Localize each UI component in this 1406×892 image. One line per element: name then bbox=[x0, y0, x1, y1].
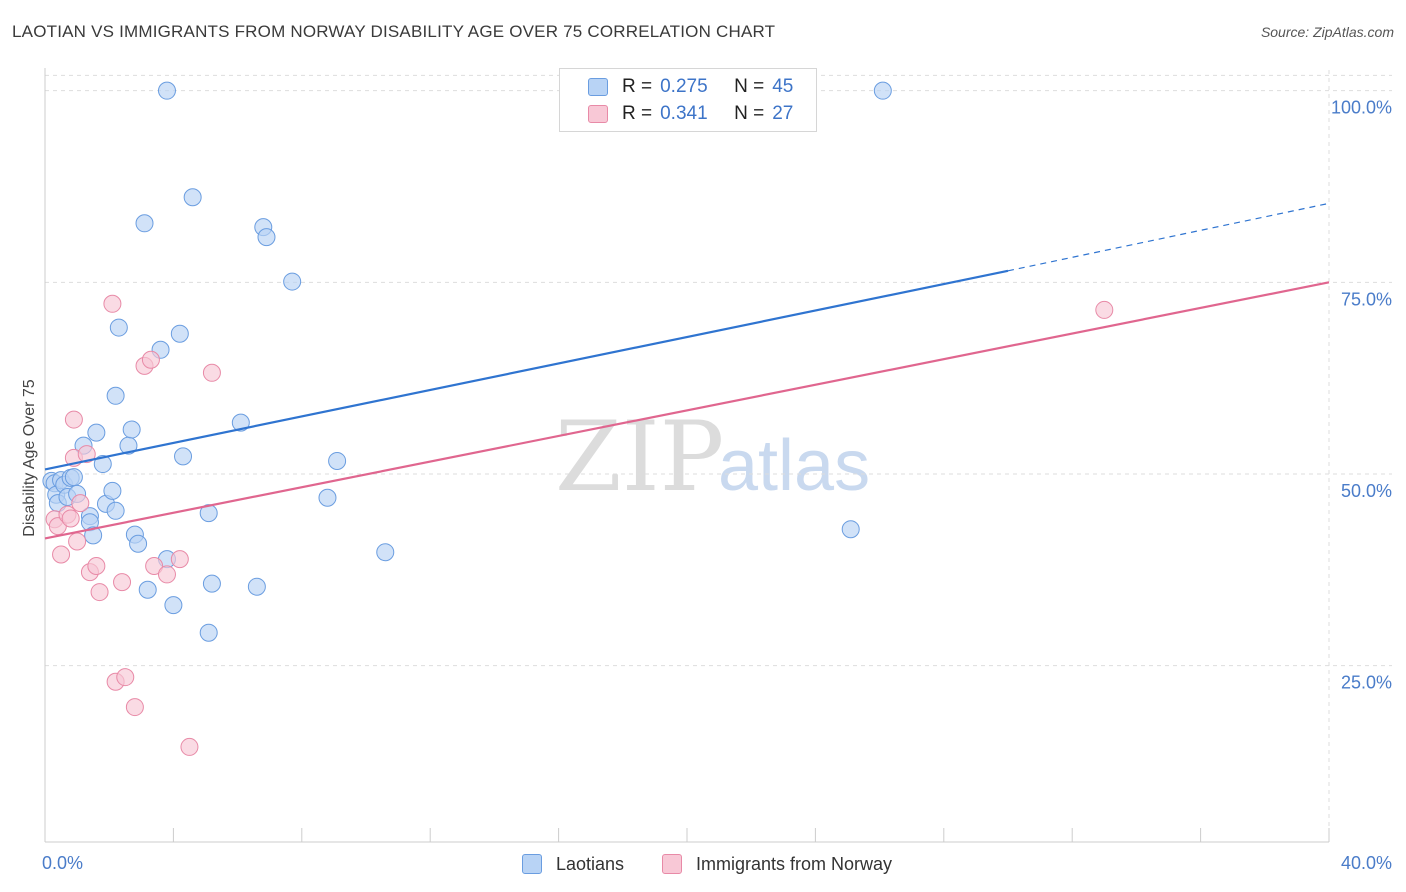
n-value: 27 bbox=[772, 103, 794, 124]
laotians-point bbox=[157, 81, 176, 100]
norway-point bbox=[125, 698, 144, 717]
laotians-point bbox=[199, 504, 218, 523]
laotians-point bbox=[106, 386, 125, 405]
y-tick-label: 75.0% bbox=[1341, 289, 1392, 309]
chart-title: LAOTIAN VS IMMIGRANTS FROM NORWAY DISABI… bbox=[12, 22, 776, 41]
y-tick-label: 100.0% bbox=[1331, 98, 1392, 118]
norway-point bbox=[103, 294, 122, 313]
norway-point bbox=[202, 363, 221, 382]
laotians-point bbox=[84, 526, 103, 545]
laotians-point bbox=[202, 574, 221, 593]
norway-swatch bbox=[588, 105, 608, 123]
source-label: Source: ZipAtlas.com bbox=[1260, 24, 1394, 40]
norway-point bbox=[90, 583, 109, 602]
laotians-point bbox=[231, 413, 250, 432]
n-label: N = bbox=[734, 76, 765, 97]
laotians-point bbox=[138, 580, 157, 599]
r-value: 0.341 bbox=[660, 103, 708, 124]
norway-point bbox=[145, 557, 164, 575]
watermark-atlas: atlas bbox=[718, 426, 870, 506]
laotians-swatch bbox=[588, 78, 608, 96]
laotians-point bbox=[328, 451, 347, 470]
n-value: 45 bbox=[772, 76, 794, 97]
watermark-zip: ZIP bbox=[555, 401, 724, 513]
norway-point bbox=[1095, 300, 1114, 319]
gridlines bbox=[45, 70, 1392, 842]
correlation-legend: R = 0.275 N = 45 R = 0.341 N = 27 bbox=[559, 68, 817, 132]
n-label: N = bbox=[734, 103, 765, 124]
laotians-point bbox=[873, 81, 892, 100]
legend-row-laotians: R = 0.275 N = 45 bbox=[588, 74, 793, 100]
norway-point bbox=[180, 737, 199, 756]
norway-trend-line bbox=[44, 281, 1330, 540]
tick-labels: 25.0% 50.0% 75.0% 100.0% 0.0% 40.0% bbox=[42, 98, 1392, 873]
laotians-point bbox=[129, 534, 148, 553]
r-value: 0.275 bbox=[660, 76, 708, 97]
norway-point bbox=[71, 494, 90, 513]
norway-legend-swatch bbox=[662, 854, 682, 874]
r-label: R = bbox=[622, 76, 653, 97]
laotians-point bbox=[174, 447, 193, 466]
norway-point bbox=[64, 410, 83, 429]
legend-label: Laotians bbox=[556, 853, 625, 874]
laotians-point bbox=[199, 623, 218, 642]
norway-point bbox=[116, 668, 135, 687]
legend-row-norway: R = 0.341 N = 27 bbox=[588, 101, 793, 127]
x-tick-label: 40.0% bbox=[1341, 853, 1392, 873]
laotians-point bbox=[135, 214, 154, 233]
laotians-point bbox=[247, 577, 266, 596]
y-tick-label: 25.0% bbox=[1341, 673, 1392, 693]
legend-item-laotians[interactable]: Laotians bbox=[522, 852, 624, 876]
y-tick-label: 50.0% bbox=[1341, 481, 1392, 501]
laotians-point bbox=[283, 272, 302, 291]
x-tick-label: 0.0% bbox=[42, 853, 83, 873]
laotians-point bbox=[93, 455, 112, 474]
laotians-point bbox=[64, 468, 83, 487]
laotians-point bbox=[103, 481, 122, 500]
laotians-point bbox=[183, 188, 202, 207]
norway-point bbox=[68, 532, 87, 551]
legend-label: Immigrants from Norway bbox=[696, 853, 893, 874]
laotians-point bbox=[257, 228, 276, 247]
norway-point bbox=[170, 550, 189, 569]
laotians-point bbox=[376, 543, 395, 562]
laotians-legend-swatch bbox=[522, 854, 542, 874]
norway-point bbox=[113, 573, 132, 592]
laotians-point bbox=[170, 324, 189, 343]
legend-item-norway[interactable]: Immigrants from Norway bbox=[662, 852, 892, 876]
norway-point bbox=[87, 557, 106, 575]
norway-point bbox=[141, 350, 160, 369]
laotians-point bbox=[109, 318, 128, 337]
axes bbox=[44, 68, 1330, 843]
norway-point bbox=[157, 565, 176, 584]
laotians-point bbox=[87, 423, 106, 442]
r-label: R = bbox=[622, 103, 653, 124]
laotians-point bbox=[318, 488, 337, 507]
laotians-point bbox=[164, 596, 183, 615]
laotians-trend-line bbox=[44, 269, 1009, 471]
laotians-point bbox=[122, 420, 141, 439]
norway-point bbox=[61, 509, 80, 528]
trend-lines bbox=[44, 202, 1330, 540]
norway-point bbox=[52, 545, 71, 564]
laotians-point bbox=[106, 501, 125, 520]
data-points bbox=[42, 81, 1114, 756]
laotians-point bbox=[841, 520, 860, 539]
laotians-trend-extension bbox=[1007, 202, 1330, 272]
norway-point bbox=[77, 445, 96, 464]
